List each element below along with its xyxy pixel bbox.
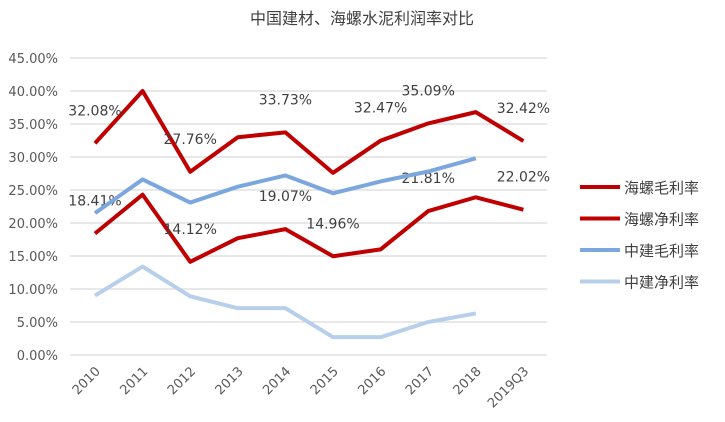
data-label: 27.76% bbox=[164, 132, 217, 148]
x-tick-label: 2012 bbox=[165, 364, 199, 398]
data-label: 32.42% bbox=[497, 101, 550, 117]
data-label: 19.07% bbox=[259, 189, 312, 205]
y-tick-label: 5.00% bbox=[17, 316, 58, 331]
data-label: 32.47% bbox=[354, 101, 407, 117]
x-tick-label: 2013 bbox=[213, 364, 247, 398]
data-label: 32.08% bbox=[68, 103, 121, 119]
data-label: 22.02% bbox=[497, 170, 550, 186]
data-label: 14.12% bbox=[164, 222, 217, 238]
y-tick-label: 20.00% bbox=[8, 217, 58, 232]
x-tick-label: 2019Q3 bbox=[485, 364, 532, 411]
x-tick-label: 2015 bbox=[308, 364, 342, 398]
data-label: 33.73% bbox=[259, 92, 312, 108]
data-label: 14.96% bbox=[306, 216, 359, 232]
x-tick-label: 2017 bbox=[403, 364, 437, 398]
x-tick-label: 2011 bbox=[117, 364, 151, 398]
y-tick-label: 45.00% bbox=[8, 52, 58, 67]
x-tick-label: 2018 bbox=[451, 364, 485, 398]
y-tick-label: 0.00% bbox=[17, 349, 58, 364]
y-tick-label: 15.00% bbox=[8, 250, 58, 265]
y-tick-label: 30.00% bbox=[8, 151, 58, 166]
series-line-4 bbox=[93, 264, 477, 340]
legend-label: 海螺毛利率 bbox=[624, 179, 699, 197]
y-tick-label: 35.00% bbox=[8, 118, 58, 133]
legend-label: 中建毛利率 bbox=[624, 242, 699, 260]
x-tick-label: 2010 bbox=[70, 364, 104, 398]
x-tick-label: 2014 bbox=[260, 364, 294, 398]
series-line-1 bbox=[93, 89, 525, 175]
x-tick-label: 2016 bbox=[355, 364, 389, 398]
series-line-2 bbox=[93, 192, 524, 264]
y-tick-label: 25.00% bbox=[8, 184, 58, 199]
data-label: 35.09% bbox=[402, 83, 455, 99]
legend-label: 海螺净利率 bbox=[624, 211, 699, 229]
y-tick-label: 40.00% bbox=[8, 85, 58, 100]
legend-label: 中建净利率 bbox=[624, 274, 699, 292]
chart-title: 中国建材、海螺水泥利润率对比 bbox=[250, 9, 474, 28]
y-tick-label: 10.00% bbox=[8, 283, 58, 298]
